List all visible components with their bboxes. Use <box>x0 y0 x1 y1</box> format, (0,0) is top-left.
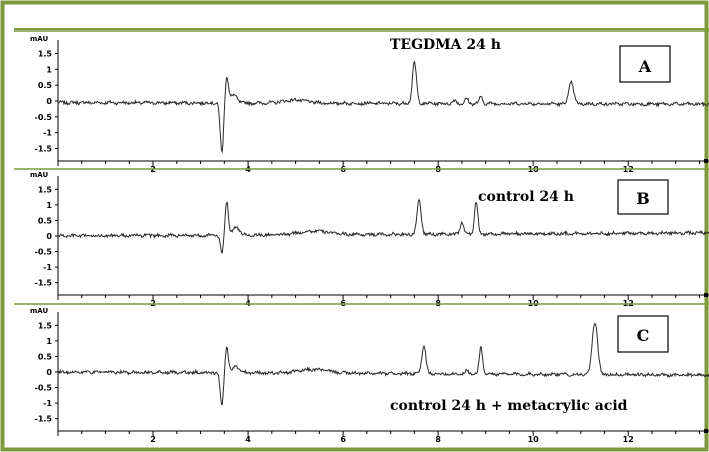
x-axis-end-marker-b <box>704 293 708 297</box>
x-tick-label-c: 8 <box>435 435 441 444</box>
panel-letter-box-a <box>619 45 671 83</box>
y-tick-label-c: 0.5 <box>38 352 53 361</box>
y-tick-label-b: -0.5 <box>35 248 53 257</box>
y-tick-label-c: -1.5 <box>35 415 53 424</box>
y-tick-label-b: 1.5 <box>38 185 53 194</box>
chromatogram-trace-a <box>57 60 709 154</box>
y-tick-label-c: 1.5 <box>38 321 53 330</box>
y-tick-label-c: 0 <box>46 368 52 377</box>
chromatogram-panel-c: mAU 1.5 1 0.5 0 -0.5 -1 -1.5 2 4 6 8 10 12 control 24 … <box>14 303 709 444</box>
y-tick-label-b: 1 <box>46 201 52 210</box>
y-axis-unit-c: mAU <box>30 307 48 315</box>
x-axis-end-marker-c <box>704 429 708 433</box>
panel-letter-b: B <box>636 189 650 208</box>
panel-letter-box-c <box>617 315 669 353</box>
x-tick-label-c: 6 <box>340 435 346 444</box>
chromatogram-trace-c <box>57 322 709 406</box>
y-tick-label-c: -0.5 <box>35 384 53 393</box>
condition-label-a: TEGDMA 24 h <box>390 37 501 53</box>
x-tick-label-c: 10 <box>528 435 540 444</box>
y-tick-label-a: 0 <box>46 97 52 106</box>
x-axis-end-marker-a <box>704 159 708 163</box>
y-tick-label-b: -1 <box>43 263 52 272</box>
panel-letter-a: A <box>638 57 652 76</box>
y-tick-label-a: -1.5 <box>35 145 53 154</box>
condition-label-c: control 24 h + metacrylic acid <box>390 398 628 414</box>
y-tick-label-c: -1 <box>43 399 52 408</box>
x-tick-label-c: 4 <box>245 435 251 444</box>
chromatogram-trace-b <box>58 198 709 254</box>
x-tick-label-c: 12 <box>623 435 634 444</box>
y-tick-label-a: -0.5 <box>35 113 53 122</box>
y-tick-label-a: 1.5 <box>38 50 53 59</box>
y-tick-label-a: -1 <box>43 129 52 138</box>
y-tick-label-a: 1 <box>46 65 52 74</box>
panel-letter-box-b <box>617 179 669 215</box>
y-tick-label-c: 1 <box>46 337 52 346</box>
x-tick-label-c: 2 <box>150 435 156 444</box>
y-tick-label-b: 0.5 <box>38 216 53 225</box>
y-tick-label-b: -1.5 <box>35 279 53 288</box>
y-axis-unit-a: mAU <box>30 35 48 43</box>
condition-label-b: control 24 h <box>478 189 574 205</box>
y-tick-label-a: 0.5 <box>38 81 53 90</box>
panel-letter-c: C <box>637 326 650 345</box>
y-tick-label-b: 0 <box>46 232 52 241</box>
y-axis-unit-b: mAU <box>30 171 48 179</box>
